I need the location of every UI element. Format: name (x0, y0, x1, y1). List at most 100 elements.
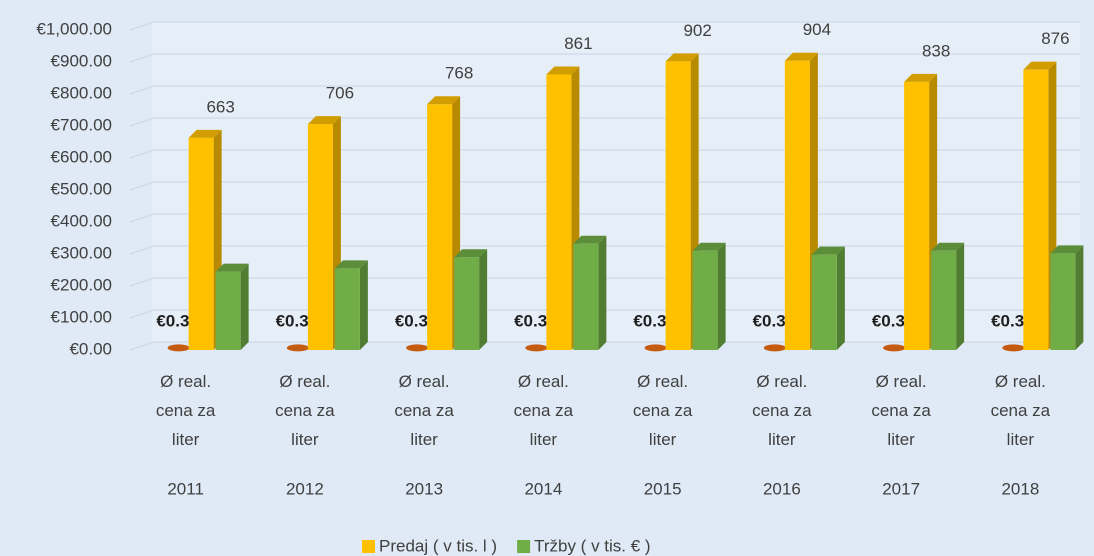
grid-line (129, 21, 1080, 31)
bar-top (546, 66, 580, 75)
y-tick-label: €600.00 (51, 147, 112, 166)
bar-side (359, 260, 368, 350)
price-mark (525, 344, 548, 352)
y-tick-label: €400.00 (51, 211, 112, 230)
value-label: 902 (683, 21, 711, 40)
bar-side (956, 242, 965, 350)
x-sublabel: Ø real. cena za liter (394, 372, 454, 449)
grid-line (129, 245, 1080, 255)
price-label: €0.37 (872, 311, 915, 330)
bar (784, 60, 810, 350)
value-label: 706 (326, 84, 354, 103)
bar (904, 81, 930, 350)
bar-top (334, 260, 368, 269)
bar-top (573, 235, 607, 244)
price-mark (644, 344, 667, 352)
bar-top (811, 246, 845, 255)
x-sublabel: Ø real. cena za liter (275, 372, 335, 449)
x-sublabel: Ø real. cena za liter (871, 372, 931, 449)
bar (931, 250, 957, 350)
x-sublabel: Ø real. cena za liter (156, 372, 216, 449)
bar-top (1023, 61, 1057, 70)
price-label: €0.35 (991, 311, 1034, 330)
x-sublabel: Ø real. cena za liter (991, 372, 1051, 449)
bar (334, 268, 360, 350)
grid-line (129, 85, 1080, 95)
price-mark (1002, 344, 1025, 352)
x-tick-label: 2012 (286, 479, 324, 498)
bar-top (307, 116, 341, 125)
price-mark (883, 344, 906, 352)
price-label: €0.33 (753, 311, 796, 330)
value-label: 663 (206, 97, 234, 116)
bar (307, 124, 333, 350)
grid-line (129, 213, 1080, 223)
bar (811, 254, 837, 350)
bar (546, 74, 572, 350)
legend-label: Predaj ( v tis. l ) (379, 536, 497, 555)
x-tick-label: 2017 (882, 479, 920, 498)
x-tick-label: 2011 (167, 479, 204, 498)
x-tick-label: 2013 (405, 479, 443, 498)
bar (427, 104, 453, 351)
grid-line (129, 277, 1080, 287)
x-tick-label: 2016 (763, 479, 801, 498)
x-tick-label: 2015 (644, 479, 682, 498)
bar (665, 61, 691, 351)
grid-line (129, 309, 1080, 319)
x-sublabel: Ø real. cena za liter (514, 372, 574, 449)
bar-top (427, 96, 461, 105)
y-tick-label: €1,000.00 (36, 19, 112, 38)
legend-label: Tržby ( v tis. € ) (534, 536, 651, 555)
legend-swatch (362, 540, 375, 553)
bar-top (665, 53, 699, 62)
bar-top (215, 263, 249, 272)
y-tick-label: €300.00 (51, 243, 112, 262)
grid-line (129, 341, 1080, 351)
bar (1050, 253, 1076, 350)
price-label: €0.35 (276, 311, 319, 330)
bar-top (931, 242, 965, 251)
bar-top (692, 242, 726, 251)
bar-top (188, 129, 222, 138)
grid-line (129, 181, 1080, 191)
grid-line (129, 53, 1080, 63)
bar-side (240, 263, 249, 350)
bar (692, 250, 718, 350)
bar-side (1075, 245, 1084, 350)
x-tick-label: 2014 (524, 479, 562, 498)
value-label: 861 (564, 34, 592, 53)
y-tick-label: €500.00 (51, 179, 112, 198)
y-tick-label: €900.00 (51, 51, 112, 70)
legend-swatch (517, 540, 531, 553)
value-label: 876 (1041, 29, 1069, 48)
value-label: 904 (803, 20, 831, 39)
price-mark (763, 344, 786, 352)
x-tick-label: 2018 (1001, 479, 1039, 498)
grid-line (129, 117, 1080, 127)
bar-side (598, 235, 607, 350)
price-mark (406, 344, 429, 352)
bar-top (904, 73, 938, 82)
bar-side (717, 242, 726, 350)
x-sublabel: Ø real. cena za liter (633, 372, 693, 449)
bar-top (1050, 245, 1084, 254)
y-tick-label: €100.00 (51, 307, 112, 326)
bar (573, 243, 599, 350)
bar-side (836, 246, 845, 350)
bar (188, 137, 214, 350)
y-tick-label: €800.00 (51, 83, 112, 102)
bar-top (454, 249, 488, 258)
y-tick-label: €700.00 (51, 115, 112, 134)
y-tick-label: €200.00 (51, 275, 112, 294)
grid-line (129, 149, 1080, 159)
price-label: €0.37 (395, 311, 438, 330)
x-sublabel: Ø real. cena za liter (752, 372, 812, 449)
bar (454, 257, 480, 350)
bar-top (784, 52, 818, 61)
price-mark (167, 344, 190, 352)
price-label: €0.36 (156, 311, 199, 330)
bar-side (479, 249, 488, 350)
price-mark (286, 344, 309, 352)
